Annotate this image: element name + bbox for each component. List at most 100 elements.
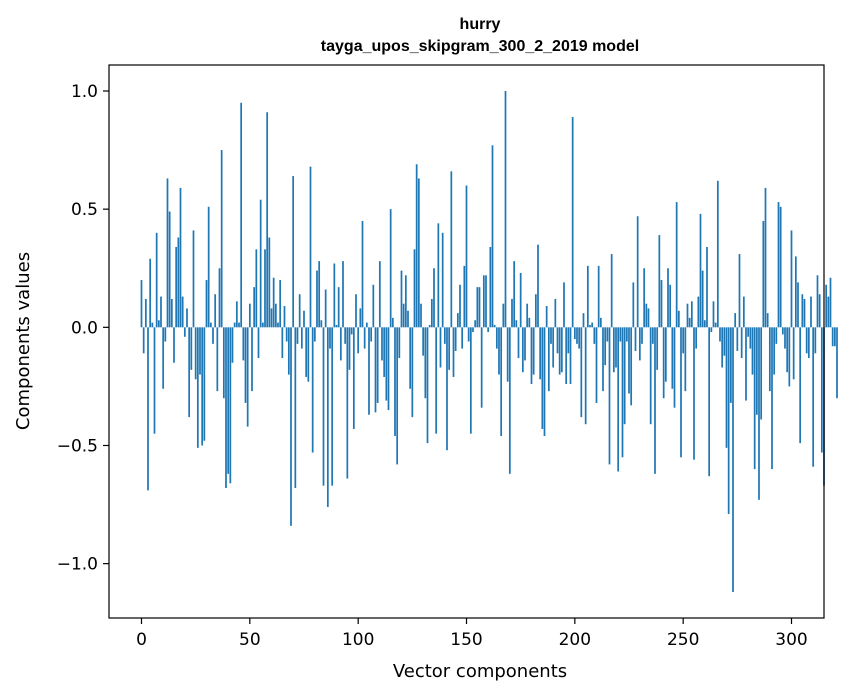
bar [833,327,836,347]
bar [693,327,695,460]
bar [827,296,830,328]
bar [424,327,427,399]
bar [463,265,466,328]
bar [489,246,492,328]
bar [383,327,386,377]
bar [385,327,388,401]
bar [836,327,838,399]
bar [235,301,238,328]
bar [511,298,513,328]
bar [829,277,832,328]
bar [781,327,784,335]
bar [318,261,321,328]
bar [747,327,750,337]
bar [797,282,799,328]
bar [474,320,477,328]
bar [359,308,362,328]
bar [803,298,806,328]
bar [578,327,581,349]
bar [381,327,383,361]
bar [394,327,396,437]
bar [142,327,145,354]
bar [784,327,786,349]
bar [671,327,674,389]
bar [632,282,635,328]
bar [636,216,639,328]
bar [355,294,357,328]
bar [532,327,535,375]
bar [205,280,208,328]
bar [166,178,169,328]
bar [779,206,782,328]
bar [541,327,544,429]
bar [664,327,667,382]
bar [621,327,624,458]
bar [450,171,453,328]
bar [734,313,737,328]
bar [584,327,587,425]
bar [316,270,318,328]
bar [547,327,550,392]
bar [413,249,416,328]
bar [645,303,648,328]
bar [825,284,828,328]
bar [411,327,414,418]
bar [736,327,739,351]
bar [472,327,474,333]
x-tick-label: 300 [775,630,807,650]
bar [378,261,381,328]
bar [346,327,349,479]
bar [443,327,446,344]
y-tick-label: 0.0 [71,318,98,338]
bar [615,327,617,368]
bar [682,327,685,354]
bar [342,261,344,328]
bar [287,327,290,375]
bar [448,327,451,370]
x-axis: 0 50 100 150 200 250 300 [136,618,808,650]
bar [667,268,669,328]
bar [634,327,637,351]
bar [738,254,741,328]
bar [680,327,682,458]
bar [526,303,529,328]
bar [500,327,503,437]
bar [595,327,598,403]
y-axis-label: Components values [13,252,34,430]
bar [181,296,184,328]
bar [376,327,379,403]
bar [831,327,834,347]
bar [740,327,743,359]
bar [714,322,717,328]
bar [357,327,360,354]
bar [651,327,654,344]
bar [437,223,440,328]
bar [294,327,297,489]
x-tick-label: 250 [667,630,699,650]
bar [556,327,559,354]
bar [775,327,778,344]
bar [456,313,459,328]
bar [361,220,364,328]
bar [396,327,399,465]
y-tick-label: −0.5 [57,436,98,456]
bar [589,324,591,328]
bar [699,213,702,328]
bar [807,327,810,359]
bar [513,261,516,328]
bar [322,327,325,486]
bar [220,150,223,328]
chart-subtitle: tayga_upos_skipgram_300_2_2019 model [321,38,639,55]
bar [560,327,563,373]
bar [415,164,418,328]
bar [502,303,505,328]
bar [534,294,537,328]
bar [370,327,373,342]
bar [155,232,158,328]
bar [183,327,186,337]
bar [248,303,251,328]
bar [580,327,583,418]
bar [387,327,390,411]
bar [350,327,353,335]
bar [684,327,687,392]
